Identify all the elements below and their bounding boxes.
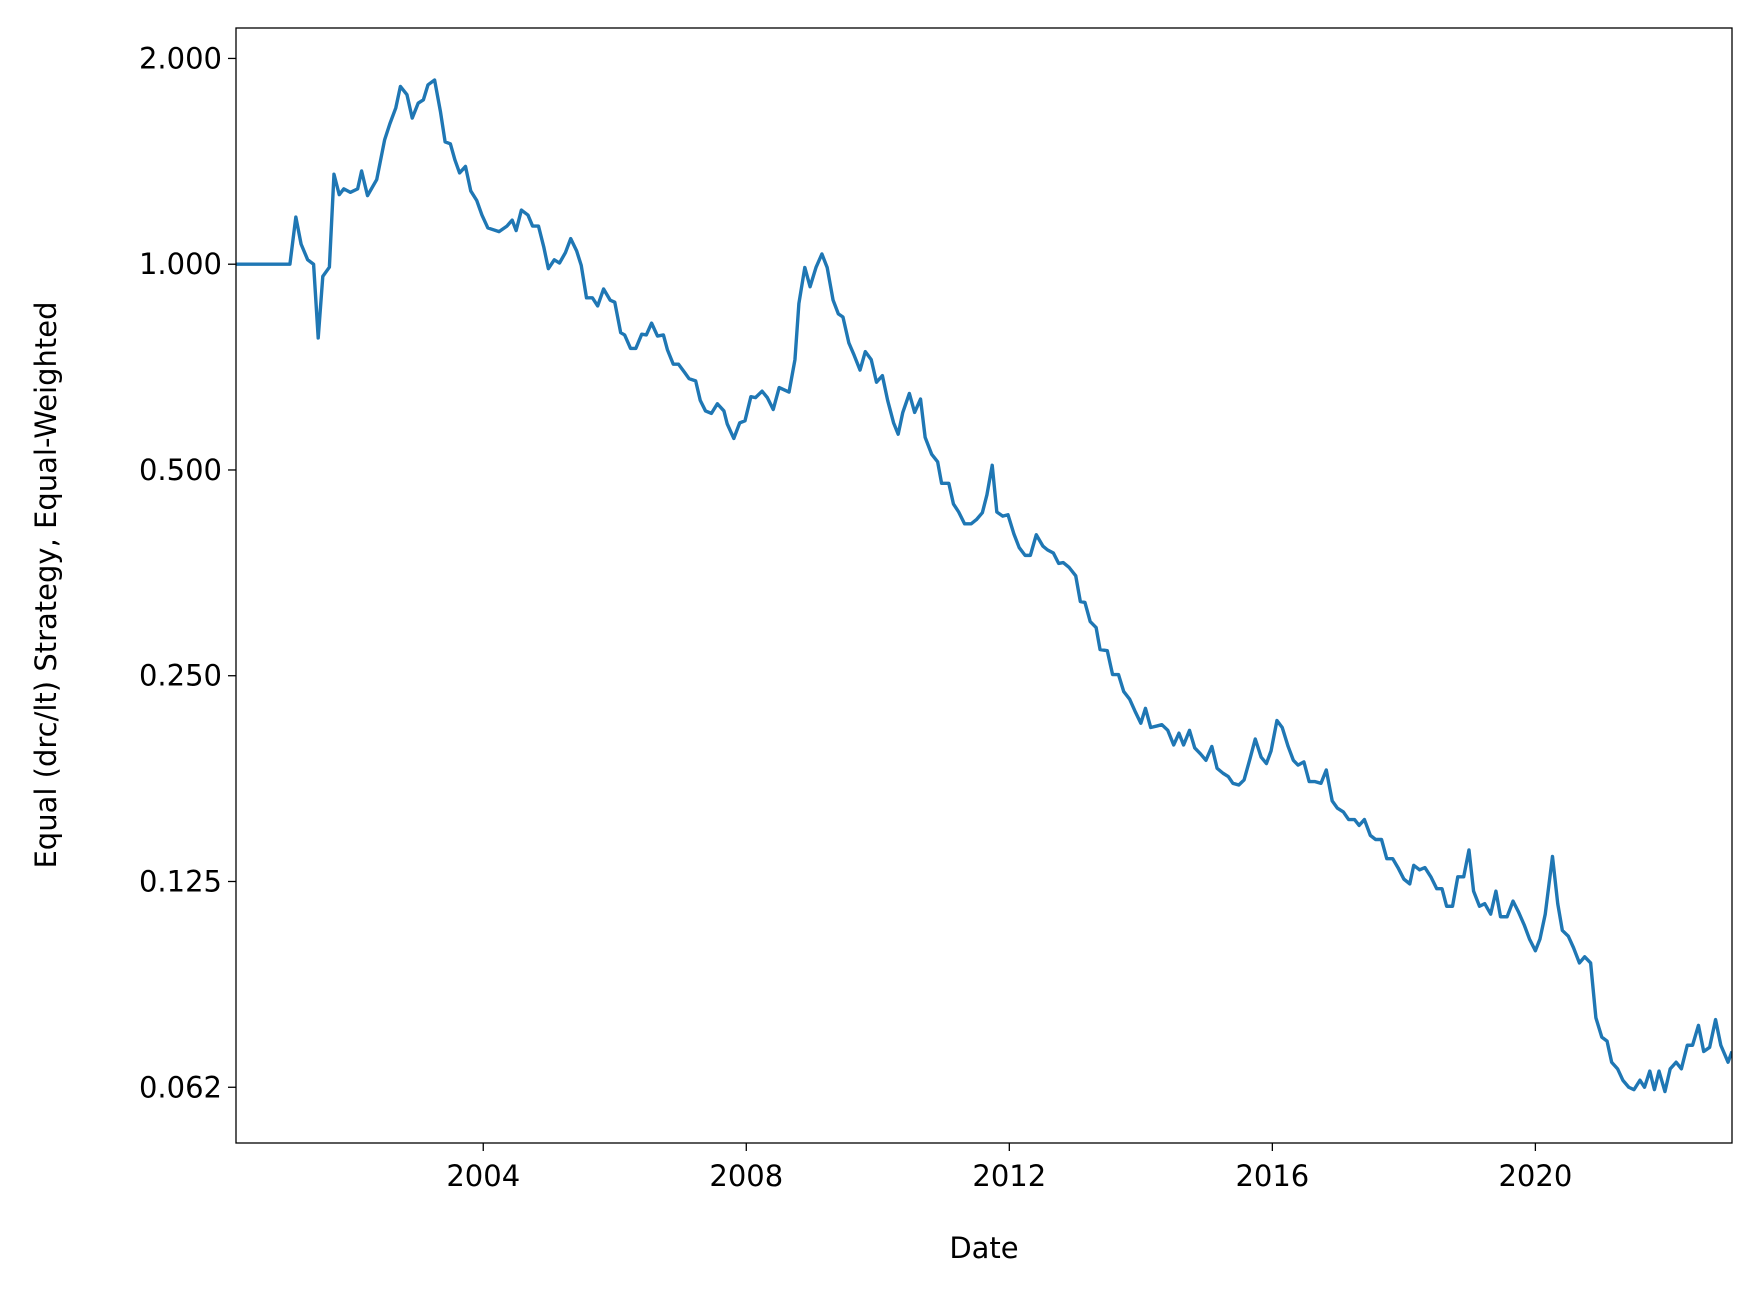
y-tick-label: 0.500 <box>139 453 222 487</box>
x-tick-label: 2020 <box>1498 1159 1572 1193</box>
x-axis-label: Date <box>949 1231 1018 1265</box>
x-tick-label: 2012 <box>972 1159 1046 1193</box>
y-tick-label: 1.000 <box>139 247 222 281</box>
y-tick-label: 0.250 <box>139 659 222 693</box>
data-line <box>236 78 1732 1094</box>
y-tick-label: 0.062 <box>139 1070 222 1104</box>
x-tick-label: 2008 <box>709 1159 783 1193</box>
y-axis-label: Equal (drc/lt) Strategy, Equal-Weighted <box>29 301 63 868</box>
x-tick-label: 2004 <box>446 1159 520 1193</box>
y-tick-label: 0.125 <box>139 864 222 898</box>
y-tick-label: 2.000 <box>139 41 222 75</box>
x-tick-label: 2016 <box>1235 1159 1309 1193</box>
plot-frame <box>235 27 1733 1144</box>
